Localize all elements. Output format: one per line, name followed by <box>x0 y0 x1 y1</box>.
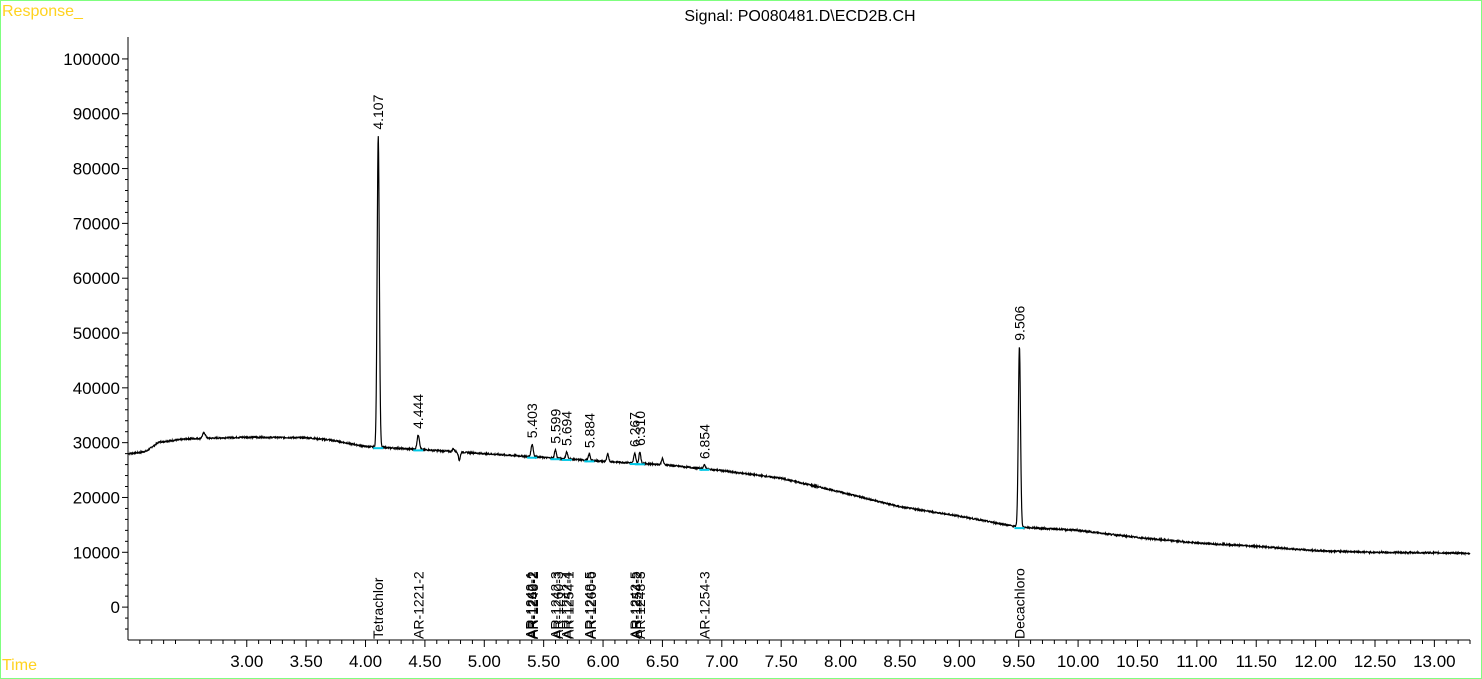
y-tick-label: 80000 <box>73 160 120 179</box>
y-tick-label: 0 <box>111 598 120 617</box>
y-tick-label: 30000 <box>73 434 120 453</box>
compound-label: Tetrachlor <box>370 577 386 639</box>
peak-label: 5.884 <box>581 413 597 448</box>
y-tick-label: 20000 <box>73 488 120 507</box>
compound-label: AR-1254-3 <box>696 571 712 639</box>
x-tick-label: 13.00 <box>1413 652 1456 671</box>
y-tick-label: 50000 <box>73 324 120 343</box>
compound-label: AR-1248-3 <box>632 571 648 639</box>
x-tick-label: 3.00 <box>230 652 263 671</box>
x-tick-label: 6.00 <box>586 652 619 671</box>
compound-label: AR-1242-4 <box>559 571 575 639</box>
compound-label: AR-1260-2 <box>524 571 540 639</box>
compound-label: AR-1242-5 <box>627 571 643 639</box>
peak-label: 9.506 <box>1011 305 1027 340</box>
compound-label: AR-1254-2 <box>628 571 644 639</box>
baseline-marks-layer <box>373 447 1025 530</box>
compound-label: AR-1221-2 <box>410 571 426 639</box>
compound-label: AR-1248-2 <box>525 571 541 639</box>
compound-label: AR-1260-6 <box>583 571 599 639</box>
compound-labels: Tetrachlor AR-1221-2 AR-1242-1AR-1260-2AR-… <box>370 568 1027 639</box>
x-tick-label: 7.50 <box>765 652 798 671</box>
x-tick-label: 12.50 <box>1354 652 1397 671</box>
trace-layer <box>127 136 1471 557</box>
peak-label: 5.599 <box>547 409 563 444</box>
chart-title: Signal: PO080481.D\ECD2B.CH <box>684 8 916 25</box>
peak-label: 6.854 <box>696 424 712 459</box>
y-tick-label: 70000 <box>73 214 120 233</box>
compound-label: AR-1242-3 <box>547 571 563 639</box>
peak-label: 5.694 <box>559 411 575 446</box>
x-tick-label: 7.00 <box>705 652 738 671</box>
peak-label: 6.267 <box>627 412 643 447</box>
y-tick-label: 40000 <box>73 379 120 398</box>
x-tick-label: 8.00 <box>824 652 857 671</box>
y-tick-label: 100000 <box>63 50 120 69</box>
y-tick-label: 10000 <box>73 543 120 562</box>
x-tick-label: 4.00 <box>349 652 382 671</box>
peak-label: 4.107 <box>370 94 386 129</box>
x-tick-label: 8.50 <box>883 652 916 671</box>
peak-label: 4.444 <box>410 394 426 429</box>
axes: 0 10000 20000 30000 40000 50000 60000 70000 8000… <box>63 37 1471 671</box>
compound-label: AR-1242-1 <box>523 571 539 639</box>
x-tick-label: 11.50 <box>1236 652 1277 671</box>
compound-label: AR-1248-5 <box>581 571 597 639</box>
y-axis-title: Response_ <box>2 3 83 20</box>
x-tick-label: 5.00 <box>468 652 501 671</box>
x-tick-label: 9.00 <box>943 652 976 671</box>
compound-label: AR-1260-3 <box>550 571 566 639</box>
y-tick-label: 90000 <box>73 105 120 124</box>
signal-trace <box>127 136 1471 557</box>
x-tick-label: 5.50 <box>527 652 560 671</box>
x-tick-label: 11.00 <box>1176 652 1217 671</box>
y-tick-label: 60000 <box>73 269 120 288</box>
compound-label: AR-1254-1 <box>561 571 577 639</box>
x-tick-label: 10.50 <box>1116 652 1159 671</box>
compound-label: Decachloro <box>1011 568 1027 639</box>
x-axis-title: Time <box>2 657 37 674</box>
peak-label: 5.403 <box>524 403 540 438</box>
x-tick-label: 6.50 <box>646 652 679 671</box>
x-tick-label: 12.00 <box>1294 652 1337 671</box>
x-tick-label: 10.00 <box>1057 652 1100 671</box>
x-tick-label: 3.50 <box>290 652 323 671</box>
x-tick-label: 9.50 <box>1002 652 1035 671</box>
peak-label: 6.310 <box>632 411 648 446</box>
x-tick-label: 4.50 <box>408 652 441 671</box>
